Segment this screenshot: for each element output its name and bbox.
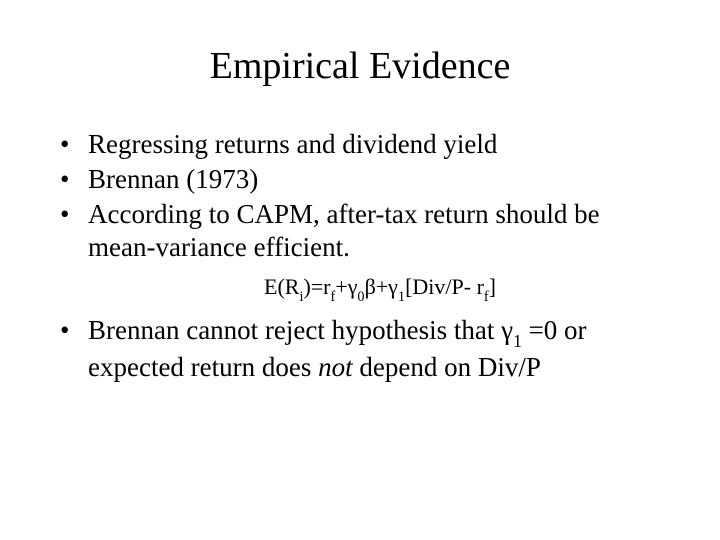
eq-part3: +γ — [335, 274, 357, 299]
b4-p1: Brennan cannot reject hypothesis that γ — [88, 315, 513, 345]
eq-part5: [Div/P- r — [405, 274, 484, 299]
eq-part1: E(R — [264, 274, 299, 299]
eq-sub-i: i — [299, 289, 303, 305]
bullet-item-3: According to CAPM, after-tax return shou… — [60, 198, 670, 264]
b4-not: not — [318, 352, 353, 382]
b4-p3: depend on Div/P — [353, 352, 541, 382]
eq-part6: ] — [489, 274, 496, 299]
eq-sub-0: 0 — [357, 289, 364, 305]
eq-part2: )=r — [303, 274, 330, 299]
eq-sub-1a: 1 — [398, 289, 405, 305]
eq-part4: β+γ — [365, 274, 398, 299]
bullet-item-2: Brennan (1973) — [60, 163, 670, 196]
eq-sub-f1: f — [331, 289, 336, 305]
slide-title: Empirical Evidence — [50, 44, 670, 88]
bullet-item-4: Brennan cannot reject hypothesis that γ1… — [60, 314, 670, 384]
equation-line: E(Ri)=rf+γ0β+γ1[Div/P- rf] — [50, 274, 670, 304]
bullet-list-2: Brennan cannot reject hypothesis that γ1… — [50, 314, 670, 384]
bullet-list: Regressing returns and dividend yield Br… — [50, 128, 670, 264]
eq-sub-f2: f — [484, 289, 489, 305]
bullet-item-1: Regressing returns and dividend yield — [60, 128, 670, 161]
b4-sub1: 1 — [513, 331, 522, 351]
